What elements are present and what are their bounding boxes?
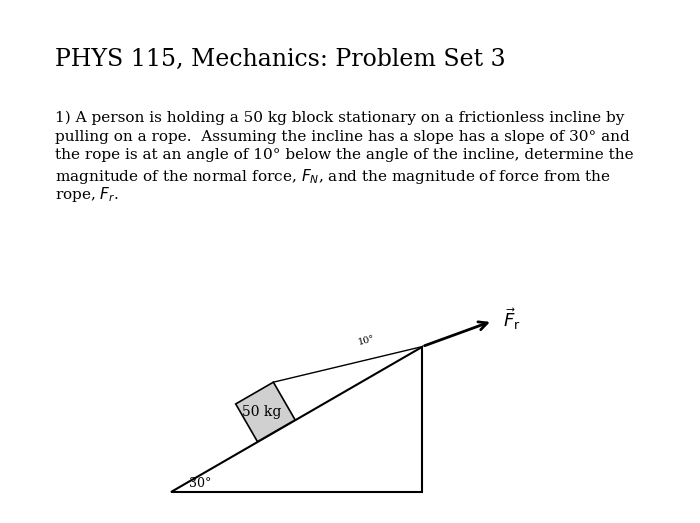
Text: rope, $F_r$.: rope, $F_r$.	[55, 185, 119, 204]
Text: magnitude of the normal force, $F_N$, and the magnitude of force from the: magnitude of the normal force, $F_N$, an…	[55, 166, 610, 186]
Text: PHYS 115, Mechanics: Problem Set 3: PHYS 115, Mechanics: Problem Set 3	[55, 48, 505, 71]
Text: 1) A person is holding a 50 kg block stationary on a frictionless incline by: 1) A person is holding a 50 kg block sta…	[55, 111, 624, 126]
Text: 30°: 30°	[189, 477, 211, 491]
Polygon shape	[236, 382, 295, 441]
Polygon shape	[171, 347, 422, 492]
Text: 10°: 10°	[357, 334, 376, 347]
Text: $\vec{F}_{\rm r}$: $\vec{F}_{\rm r}$	[503, 306, 521, 332]
Text: the rope is at an angle of 10° below the angle of the incline, determine the: the rope is at an angle of 10° below the…	[55, 148, 634, 162]
Text: pulling on a rope.  Assuming the incline has a slope has a slope of 30° and: pulling on a rope. Assuming the incline …	[55, 130, 630, 143]
Text: 50 kg: 50 kg	[241, 405, 281, 419]
